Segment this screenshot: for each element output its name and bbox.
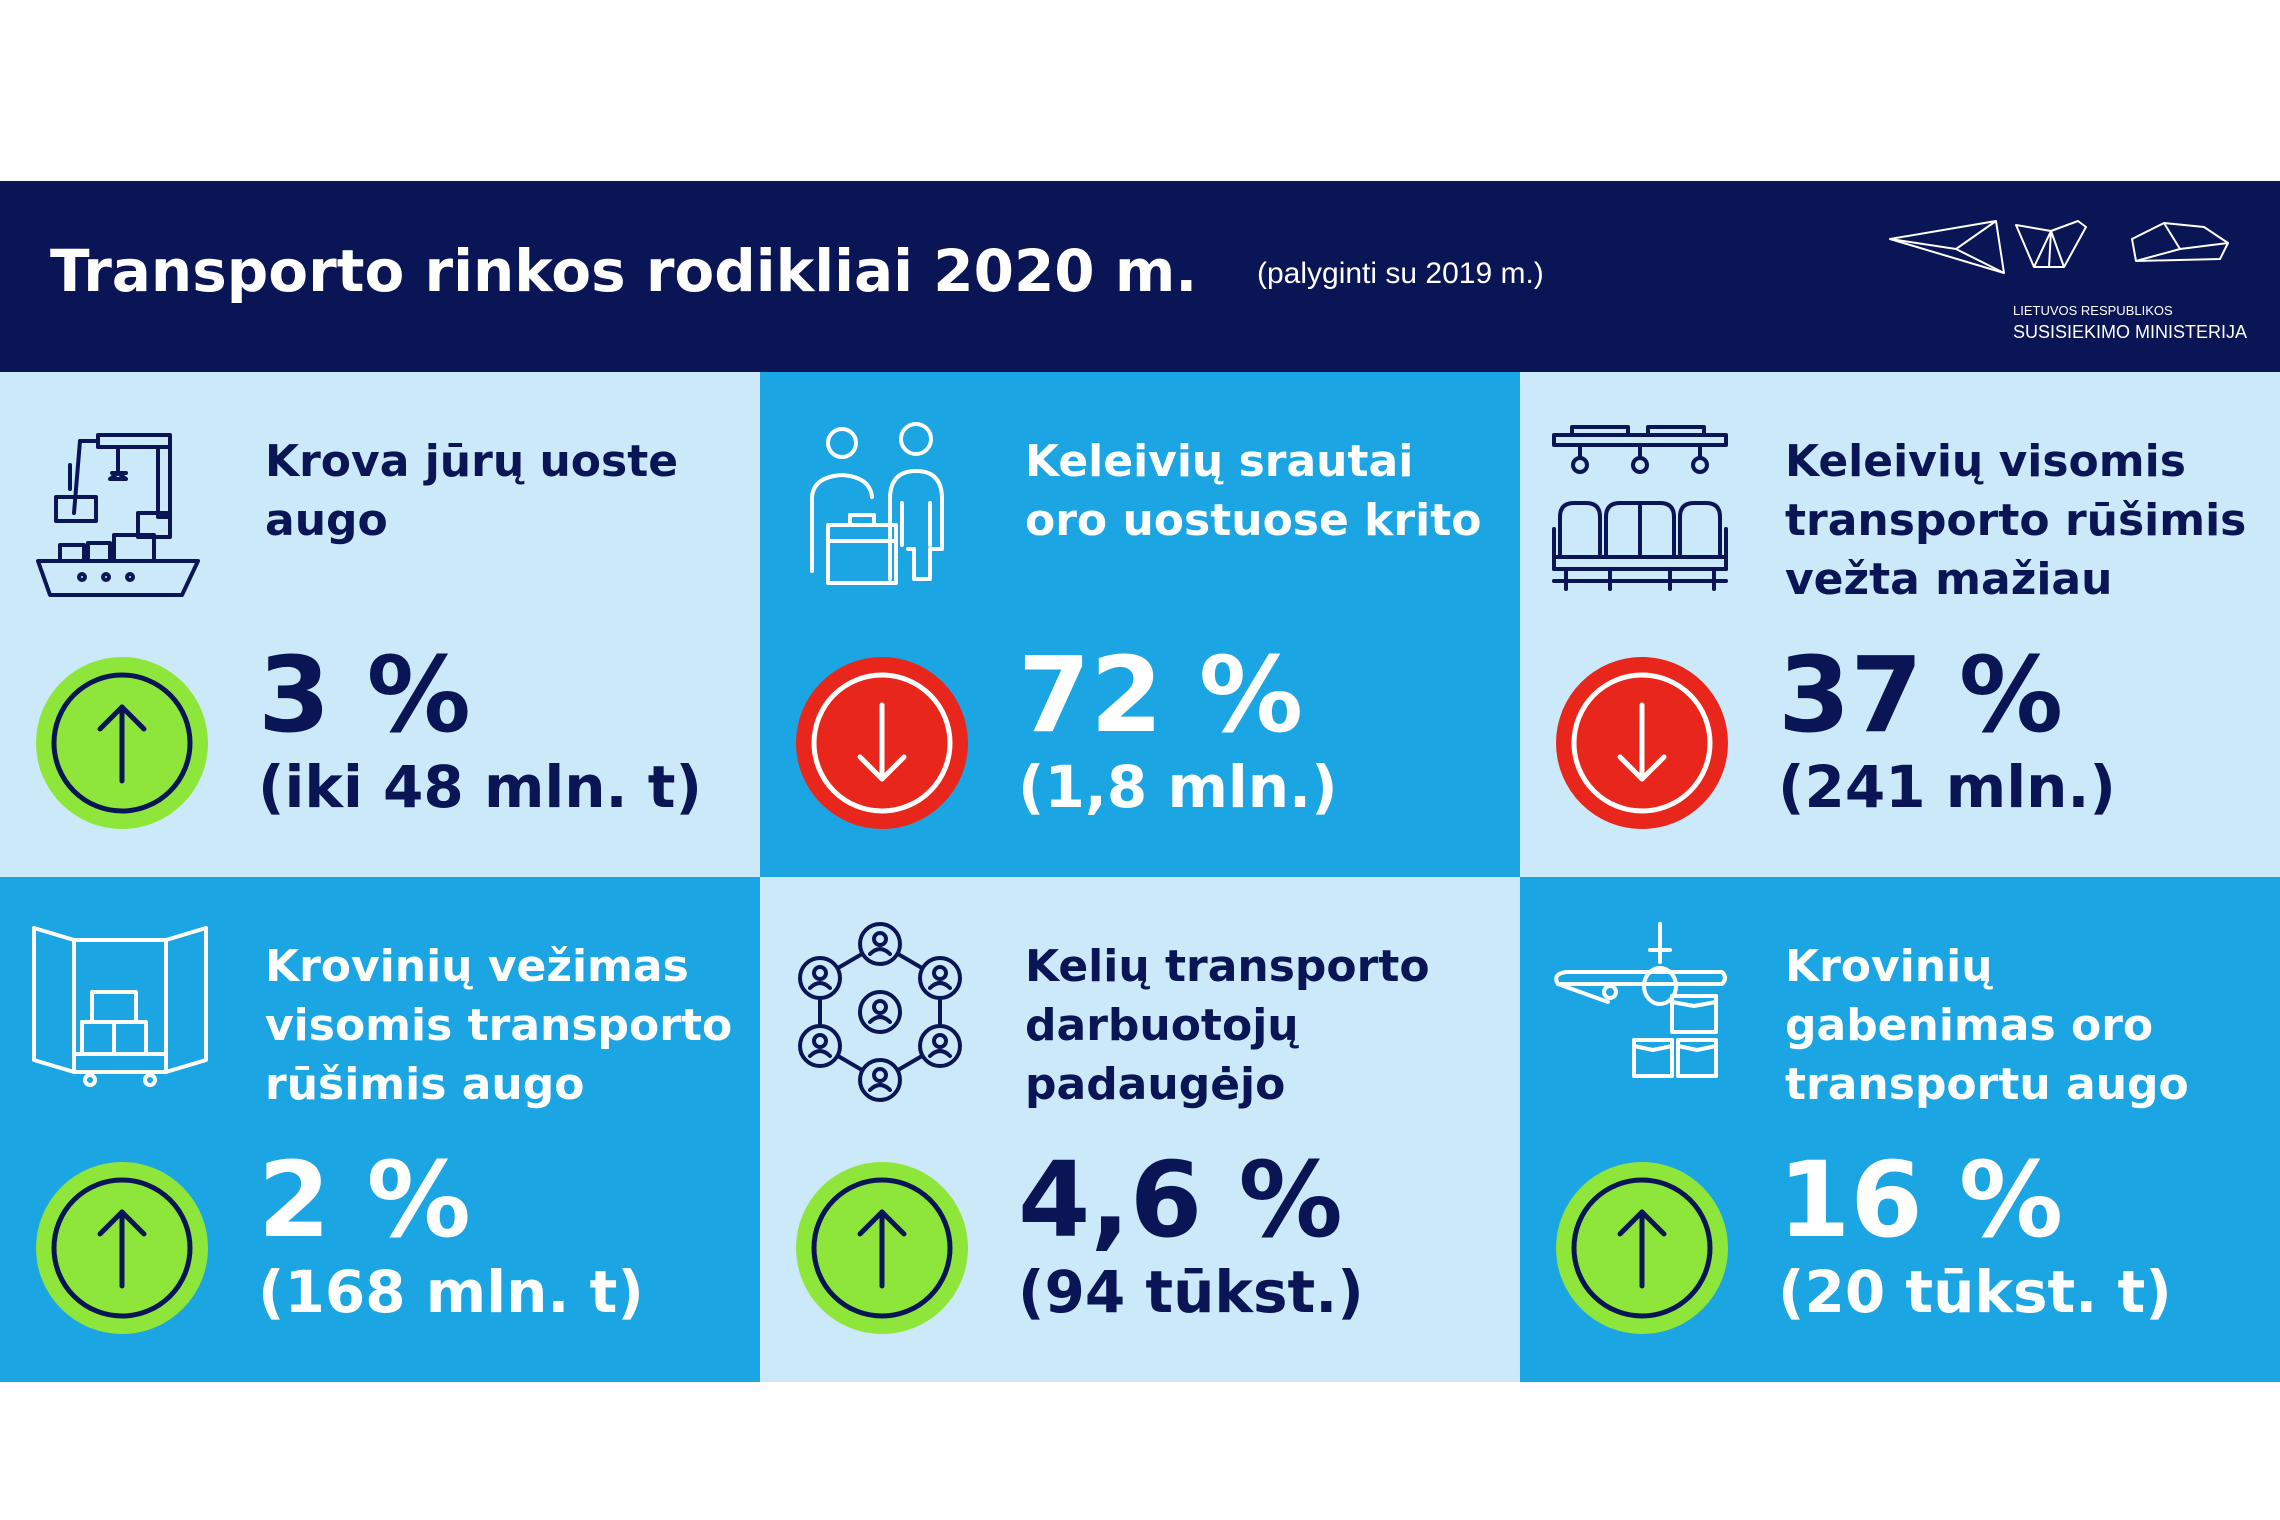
people-network-icon <box>798 922 962 1102</box>
truck-cargo-icon <box>32 926 208 1087</box>
arrow-up-icon <box>796 1162 968 1334</box>
card-detail: (20 tūkst. t) <box>1778 1258 2172 1326</box>
card-value: 2 % <box>258 1139 471 1261</box>
card-value: 16 % <box>1778 1139 2064 1261</box>
card-air-freight: Krovinių gabenimas oro transportu augo 1… <box>1520 877 2280 1382</box>
card-value: 72 % <box>1018 634 1304 756</box>
card-label: Keleivių visomis transporto rūšimis vežt… <box>1785 436 2247 605</box>
card-port-cargo: Krova jūrų uoste augo 3 % (iki 48 mln. t… <box>0 372 760 877</box>
card-road-workers: Kelių transporto darbuotojų padaugėjo 4,… <box>760 877 1520 1382</box>
card-label: Keleivių srautai oro uostuose krito <box>1025 436 1482 546</box>
arrow-down-icon <box>796 657 968 829</box>
card-detail: (241 mln.) <box>1778 753 2116 821</box>
card-all-passengers: Keleivių visomis transporto rūšimis vežt… <box>1520 372 2280 877</box>
card-label: Krova jūrų uoste augo <box>265 436 679 546</box>
logo-text-ministry: SUSISIEKIMO MINISTERIJA <box>2013 322 2248 342</box>
card-detail: (iki 48 mln. t) <box>258 753 703 821</box>
card-label: Krovinių vežimas visomis transporto rūši… <box>265 941 733 1110</box>
seats-icon <box>1552 425 1728 591</box>
card-detail: (94 tūkst.) <box>1018 1258 1364 1326</box>
arrow-up-icon <box>36 1162 208 1334</box>
card-value: 37 % <box>1778 634 2064 756</box>
passengers-luggage-icon <box>810 422 944 585</box>
card-detail: (168 mln. t) <box>258 1258 644 1326</box>
card-label: Kelių transporto darbuotojų padaugėjo <box>1025 941 1430 1110</box>
header-banner: Transporto rinkos rodikliai 2020 m. (pal… <box>0 181 2280 372</box>
arrow-down-icon <box>1556 657 1728 829</box>
arrow-up-icon <box>1556 1162 1728 1334</box>
cargo-ship-crane-icon <box>36 433 200 597</box>
card-value: 4,6 % <box>1018 1139 1343 1261</box>
indicator-grid: Krova jūrų uoste augo 3 % (iki 48 mln. t… <box>0 372 2280 1382</box>
arrow-up-icon <box>36 657 208 829</box>
ministry-logo <box>1889 220 2229 274</box>
page-title: Transporto rinkos rodikliai 2020 m. <box>50 237 1198 305</box>
logo-text-small: LIETUVOS RESPUBLIKOS <box>2013 303 2173 318</box>
card-detail: (1,8 mln.) <box>1018 753 1338 821</box>
card-value: 3 % <box>258 634 471 756</box>
card-airport-passengers: Keleivių srautai oro uostuose krito 72 %… <box>760 372 1520 877</box>
airplane-boxes-icon <box>1554 922 1727 1078</box>
card-label: Krovinių gabenimas oro transportu augo <box>1785 941 2189 1110</box>
card-freight-all: Krovinių vežimas visomis transporto rūši… <box>0 877 760 1382</box>
page-subtitle: (palyginti su 2019 m.) <box>1257 257 1544 290</box>
